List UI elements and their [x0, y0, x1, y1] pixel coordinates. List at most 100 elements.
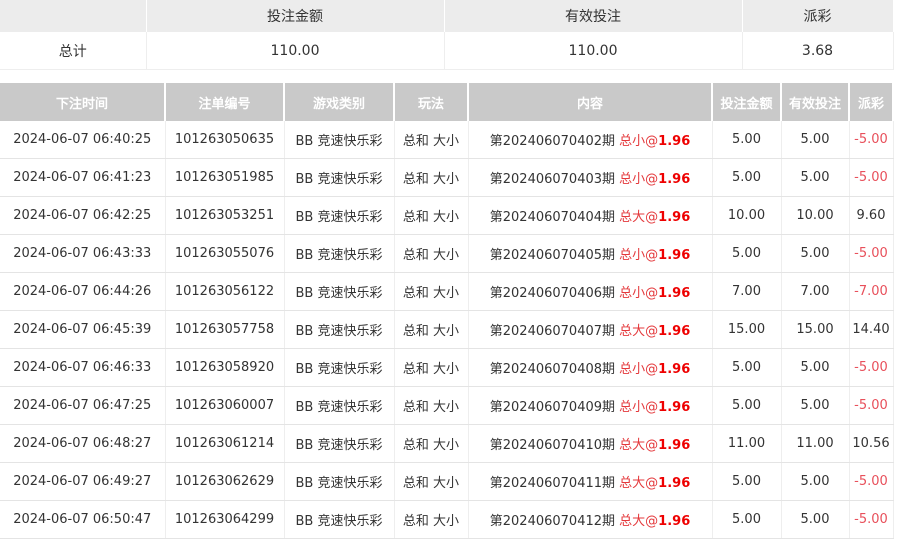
- order-id: 101263058920: [165, 348, 285, 387]
- table-row: 2024-06-07 06:40:25 101263050635 BB 竞速快乐…: [0, 121, 894, 159]
- play-type: 总和 大小: [394, 234, 469, 273]
- summary-valid: 110.00: [444, 32, 743, 70]
- bet-amount: 5.00: [712, 234, 782, 273]
- valid-bet: 7.00: [781, 272, 850, 311]
- game-type: BB 竞速快乐彩: [284, 500, 395, 539]
- pick: 总小: [619, 286, 646, 301]
- valid-bet: 5.00: [781, 121, 850, 159]
- bet-time: 2024-06-07 06:42:25: [0, 196, 166, 235]
- play-type: 总和 大小: [394, 386, 469, 425]
- bet-amount: 5.00: [712, 500, 782, 539]
- pick: 总大: [619, 324, 646, 339]
- order-id: 101263064299: [165, 500, 285, 539]
- payout: 10.56: [849, 424, 894, 463]
- play-type: 总和 大小: [394, 348, 469, 387]
- header-payout: 派彩: [849, 83, 894, 121]
- play-type: 总和 大小: [394, 424, 469, 463]
- play-type: 总和 大小: [394, 462, 469, 501]
- summary-table: 投注金额 有效投注 派彩 总计 110.00 110.00 3.68: [0, 0, 894, 70]
- bet-content: 第202406070402期 总小@1.96: [468, 121, 713, 159]
- bet-amount: 5.00: [712, 348, 782, 387]
- period: 第202406070405期: [489, 248, 616, 263]
- bet-content: 第202406070411期 总大@1.96: [468, 462, 713, 501]
- header-bet-time: 下注时间: [0, 83, 166, 121]
- order-id: 101263060007: [165, 386, 285, 425]
- at-sign: @: [645, 248, 659, 263]
- play-type: 总和 大小: [394, 500, 469, 539]
- payout: -5.00: [849, 500, 894, 539]
- bet-records-table: 下注时间 注单编号 游戏类别 玩法 内容 投注金额 有效投注 派彩 2024-06-07 06…: [0, 83, 894, 539]
- pick: 总小: [619, 172, 646, 187]
- at-sign: @: [645, 362, 659, 377]
- bet-content: 第202406070410期 总大@1.96: [468, 424, 713, 463]
- order-id: 101263056122: [165, 272, 285, 311]
- odds: 1.96: [658, 438, 691, 453]
- period: 第202406070402期: [489, 134, 616, 149]
- bet-content: 第202406070408期 总小@1.96: [468, 348, 713, 387]
- bet-time: 2024-06-07 06:45:39: [0, 310, 166, 349]
- at-sign: @: [645, 400, 659, 415]
- bet-time: 2024-06-07 06:47:25: [0, 386, 166, 425]
- valid-bet: 5.00: [781, 234, 850, 273]
- pick: 总小: [619, 362, 646, 377]
- game-type: BB 竞速快乐彩: [284, 158, 395, 197]
- at-sign: @: [645, 286, 659, 301]
- bet-amount: 5.00: [712, 158, 782, 197]
- period: 第202406070407期: [489, 324, 616, 339]
- odds: 1.96: [658, 248, 691, 263]
- period: 第202406070408期: [489, 362, 616, 377]
- at-sign: @: [645, 210, 659, 225]
- period: 第202406070404期: [489, 210, 616, 225]
- valid-bet: 11.00: [781, 424, 850, 463]
- bet-time: 2024-06-07 06:46:33: [0, 348, 166, 387]
- payout: -5.00: [849, 121, 894, 159]
- bet-content: 第202406070404期 总大@1.96: [468, 196, 713, 235]
- game-type: BB 竞速快乐彩: [284, 121, 395, 159]
- period: 第202406070403期: [489, 172, 616, 187]
- order-id: 101263055076: [165, 234, 285, 273]
- header-content: 内容: [468, 83, 713, 121]
- game-type: BB 竞速快乐彩: [284, 310, 395, 349]
- bet-amount: 10.00: [712, 196, 782, 235]
- table-row: 2024-06-07 06:50:47 101263064299 BB 竞速快乐…: [0, 500, 894, 539]
- game-type: BB 竞速快乐彩: [284, 462, 395, 501]
- period: 第202406070411期: [489, 476, 616, 491]
- bet-content: 第202406070412期 总大@1.96: [468, 500, 713, 539]
- at-sign: @: [645, 172, 659, 187]
- header-play: 玩法: [394, 83, 469, 121]
- odds: 1.96: [658, 362, 691, 377]
- odds: 1.96: [658, 324, 691, 339]
- pick: 总小: [619, 400, 646, 415]
- bet-time: 2024-06-07 06:49:27: [0, 462, 166, 501]
- period: 第202406070410期: [489, 438, 616, 453]
- bet-content: 第202406070405期 总小@1.96: [468, 234, 713, 273]
- payout: 14.40: [849, 310, 894, 349]
- payout: 9.60: [849, 196, 894, 235]
- bet-time: 2024-06-07 06:50:47: [0, 500, 166, 539]
- play-type: 总和 大小: [394, 121, 469, 159]
- period: 第202406070409期: [489, 400, 616, 415]
- at-sign: @: [645, 324, 659, 339]
- valid-bet: 5.00: [781, 462, 850, 501]
- odds: 1.96: [658, 514, 691, 529]
- at-sign: @: [645, 476, 659, 491]
- bet-amount: 7.00: [712, 272, 782, 311]
- valid-bet: 5.00: [781, 158, 850, 197]
- odds: 1.96: [658, 400, 691, 415]
- valid-bet: 10.00: [781, 196, 850, 235]
- game-type: BB 竞速快乐彩: [284, 234, 395, 273]
- pick: 总小: [619, 248, 646, 263]
- at-sign: @: [645, 134, 659, 149]
- play-type: 总和 大小: [394, 158, 469, 197]
- valid-bet: 5.00: [781, 348, 850, 387]
- order-id: 101263053251: [165, 196, 285, 235]
- odds: 1.96: [658, 476, 691, 491]
- bet-content: 第202406070409期 总小@1.96: [468, 386, 713, 425]
- summary-header-valid: 有效投注: [444, 0, 743, 32]
- table-row: 2024-06-07 06:49:27 101263062629 BB 竞速快乐…: [0, 462, 894, 501]
- bet-time: 2024-06-07 06:44:26: [0, 272, 166, 311]
- summary-header-payout: 派彩: [742, 0, 894, 32]
- bet-amount: 5.00: [712, 462, 782, 501]
- odds: 1.96: [658, 286, 691, 301]
- order-id: 101263062629: [165, 462, 285, 501]
